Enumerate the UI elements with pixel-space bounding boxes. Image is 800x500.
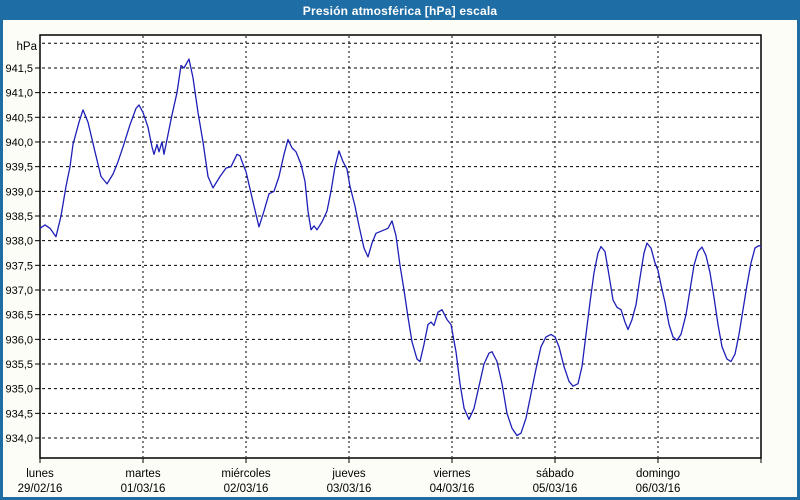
x-day-date: 02/03/16 <box>224 483 269 495</box>
y-tick-label: 940,0 <box>5 137 33 149</box>
y-tick-label: 936,0 <box>5 334 33 346</box>
y-tick-label: 940,5 <box>5 112 33 124</box>
y-tick-label: 934,5 <box>5 408 33 420</box>
y-tick-label: 935,0 <box>5 384 33 396</box>
x-day-name: miércoles <box>221 468 270 480</box>
pressure-series-line <box>39 58 762 437</box>
axis-labels: 941,5 941,0 940,5 940,0 939,5 939,0 938,5 938,0… <box>5 63 680 495</box>
x-day-date: 01/03/16 <box>121 483 166 495</box>
y-tick-label: 941,5 <box>5 63 33 75</box>
x-day-name: viernes <box>433 468 470 480</box>
y-tick-label: 936,5 <box>5 310 33 322</box>
axis-ticks <box>35 67 762 463</box>
y-tick-label: 934,0 <box>5 433 33 445</box>
grid-lines <box>42 36 760 457</box>
y-tick-label: 938,0 <box>5 236 33 248</box>
y-tick-label: 935,5 <box>5 359 33 371</box>
x-day-name: martes <box>125 468 160 480</box>
plot-area <box>39 34 762 459</box>
x-day-date: 06/03/16 <box>636 483 681 495</box>
y-tick-label: 941,0 <box>5 88 33 100</box>
window-title: Presión atmosférica [hPa] escala <box>302 4 498 18</box>
y-axis-unit-label: hPa <box>17 41 38 53</box>
x-day-name: domingo <box>636 468 680 480</box>
window-title-bar: Presión atmosférica [hPa] escala <box>3 3 797 20</box>
x-day-date: 04/03/16 <box>430 483 475 495</box>
x-day-date: 29/02/16 <box>18 483 63 495</box>
y-tick-label: 938,5 <box>5 211 33 223</box>
x-day-name: jueves <box>331 468 365 480</box>
x-day-date: 05/03/16 <box>533 483 578 495</box>
y-tick-label: 939,0 <box>5 186 33 198</box>
y-tick-label: 937,0 <box>5 285 33 297</box>
y-tick-label: 937,5 <box>5 260 33 272</box>
x-day-name: sábado <box>536 468 574 480</box>
x-day-date: 03/03/16 <box>327 483 372 495</box>
y-tick-label: 939,5 <box>5 162 33 174</box>
x-day-name: lunes <box>26 468 54 480</box>
